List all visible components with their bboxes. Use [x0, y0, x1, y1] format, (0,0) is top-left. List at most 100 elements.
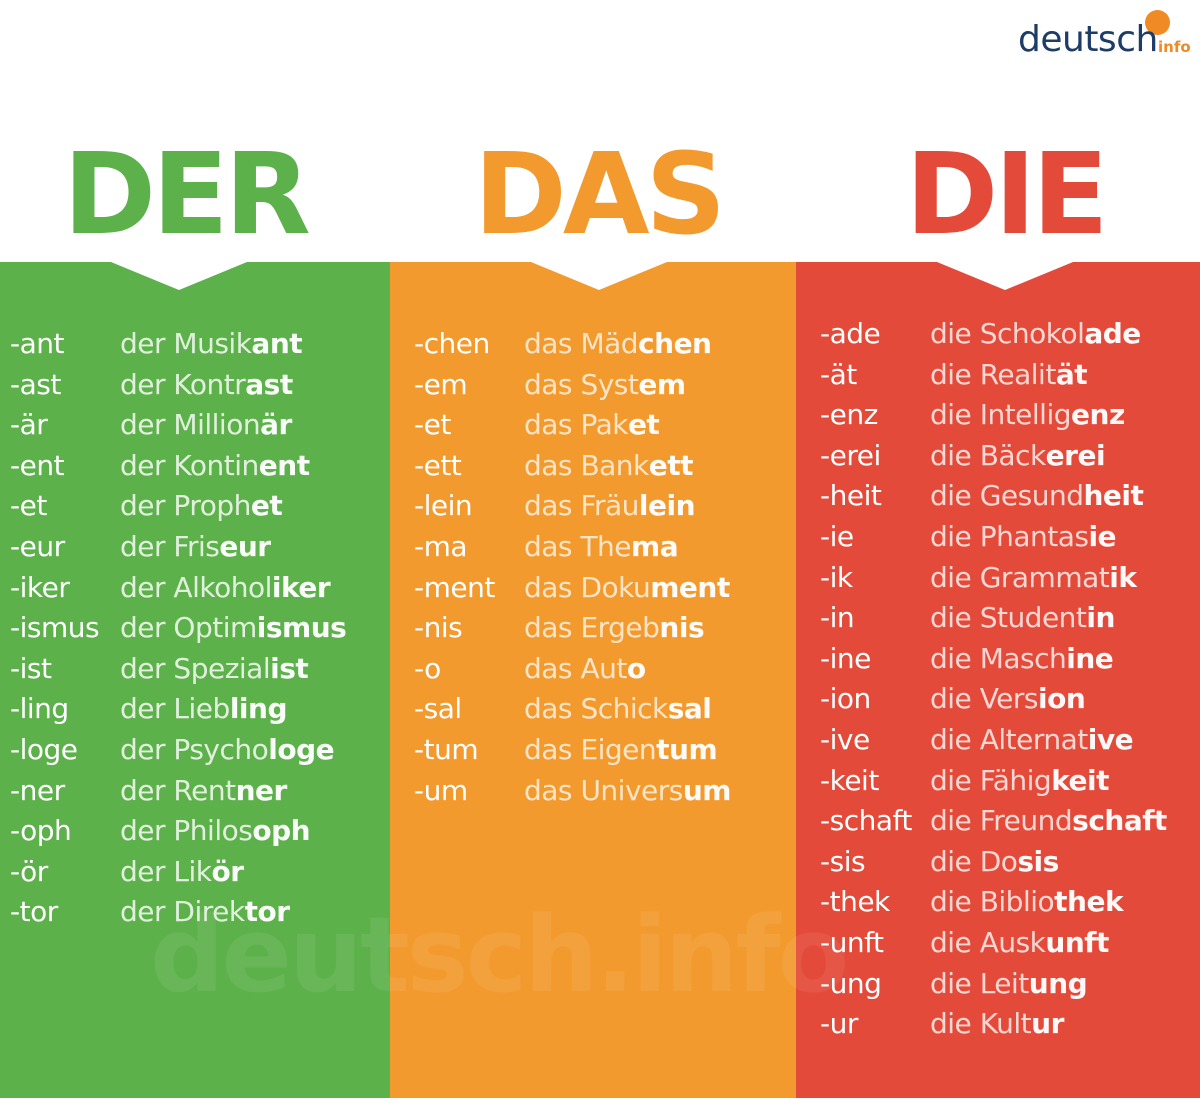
word-stem: Psycho [173, 733, 269, 766]
word-ending: iker [271, 570, 331, 604]
suffix-label: -ist [10, 651, 52, 685]
example-word: die Maschine [930, 639, 1114, 679]
word-stem: Doku [580, 570, 651, 604]
article: der [120, 408, 166, 442]
example-word: das Fräulein [524, 486, 696, 526]
article: die [930, 804, 972, 838]
word-ending: unft [1045, 926, 1109, 959]
word-stem: Alternat [979, 723, 1089, 756]
example-word: das Eigentum [524, 730, 718, 770]
article: das [524, 651, 573, 685]
word-stem: Schokol [979, 317, 1085, 350]
example-word: die Realität [930, 355, 1088, 395]
word-ending: in [1086, 601, 1115, 635]
article: der [120, 611, 166, 645]
example-word: die Studentin [930, 598, 1115, 638]
article: die [930, 763, 972, 797]
word-stem: Optim [173, 611, 257, 645]
suffix-label: -loge [10, 733, 78, 766]
article: die [930, 641, 972, 675]
suffix-label: -ma [414, 530, 468, 563]
article: die [930, 398, 972, 432]
article: das [524, 489, 573, 523]
word-ending: ist [270, 651, 309, 685]
article: der [120, 814, 166, 848]
word-stem: Leit [979, 966, 1030, 1000]
suffix-label: -ur [820, 1007, 858, 1041]
article: der [120, 489, 166, 523]
example-word: die Dosis [930, 842, 1059, 882]
suffix-label: -et [414, 408, 451, 442]
word-stem: Ausk [979, 926, 1046, 959]
article: der [120, 733, 166, 766]
suffix-label: -iker [10, 570, 70, 604]
article: die [930, 317, 972, 350]
deutsch-info-logo[interactable]: deutsch info [1018, 8, 1191, 68]
column-der [0, 262, 390, 1098]
example-word: der Kontrast [120, 365, 293, 405]
word-stem: Intellig [979, 398, 1072, 432]
article: der [120, 651, 166, 685]
example-word: der Friseur [120, 527, 271, 567]
article: die [930, 926, 972, 959]
word-ending: tum [656, 733, 718, 766]
suffix-label: -keit [820, 763, 879, 797]
example-word: der Kontinent [120, 446, 310, 486]
suffix-label: -schaft [820, 804, 912, 838]
article: das [524, 733, 573, 766]
example-word: der Liebling [120, 689, 287, 729]
word-ending: oph [252, 814, 311, 848]
word-stem: Alkohol [173, 570, 272, 604]
suffix-label: -o [414, 651, 441, 685]
word-ending: ett [648, 448, 694, 482]
example-word: das Paket [524, 405, 660, 445]
column-die [796, 262, 1200, 1098]
word-ending: chen [638, 327, 712, 360]
word-stem: Schick [580, 692, 668, 726]
suffix-label: -ant [10, 327, 65, 360]
example-word: der Musikant [120, 324, 303, 364]
article: das [524, 448, 573, 482]
article: der [120, 367, 166, 401]
example-word: die Intelligenz [930, 395, 1125, 435]
suffix-label: -ie [820, 520, 854, 553]
example-word: die Phantasie [930, 517, 1117, 557]
article: der [120, 448, 166, 482]
word-stem: Lik [173, 854, 212, 888]
word-stem: Fris [173, 530, 220, 563]
word-stem: Univers [580, 773, 683, 807]
suffix-label: -ner [10, 773, 65, 807]
example-word: das Auto [524, 649, 646, 689]
article: der [120, 773, 166, 807]
word-stem: Million [173, 408, 261, 442]
example-word: der Psychologe [120, 730, 335, 770]
word-ending: ma [631, 530, 679, 563]
suffix-label: -em [414, 367, 468, 401]
example-word: das Thema [524, 527, 679, 567]
suffix-label: -in [820, 601, 855, 635]
word-stem: Kontr [173, 367, 246, 401]
example-word: das System [524, 365, 686, 405]
word-stem: Do [979, 844, 1018, 878]
word-stem: Musik [173, 327, 252, 360]
word-stem: Phantas [979, 520, 1089, 553]
article: die [930, 438, 972, 472]
word-stem: Grammat [979, 560, 1110, 594]
suffix-label: -um [414, 773, 468, 807]
word-stem: Eigen [580, 733, 657, 766]
article: das [524, 530, 573, 563]
example-word: die Alternative [930, 720, 1134, 760]
word-ending: ment [650, 570, 730, 604]
word-ending: schaft [1072, 804, 1167, 838]
word-ending: heit [1083, 479, 1144, 513]
suffix-label: -enz [820, 398, 878, 432]
word-ending: ive [1087, 723, 1134, 756]
article: der [120, 854, 166, 888]
word-stem: Proph [173, 489, 251, 523]
suffix-label: -lein [414, 489, 473, 523]
suffix-label: -ade [820, 317, 881, 350]
article: der [120, 327, 166, 360]
word-ending: enz [1071, 398, 1125, 432]
example-word: der Millionär [120, 405, 292, 445]
